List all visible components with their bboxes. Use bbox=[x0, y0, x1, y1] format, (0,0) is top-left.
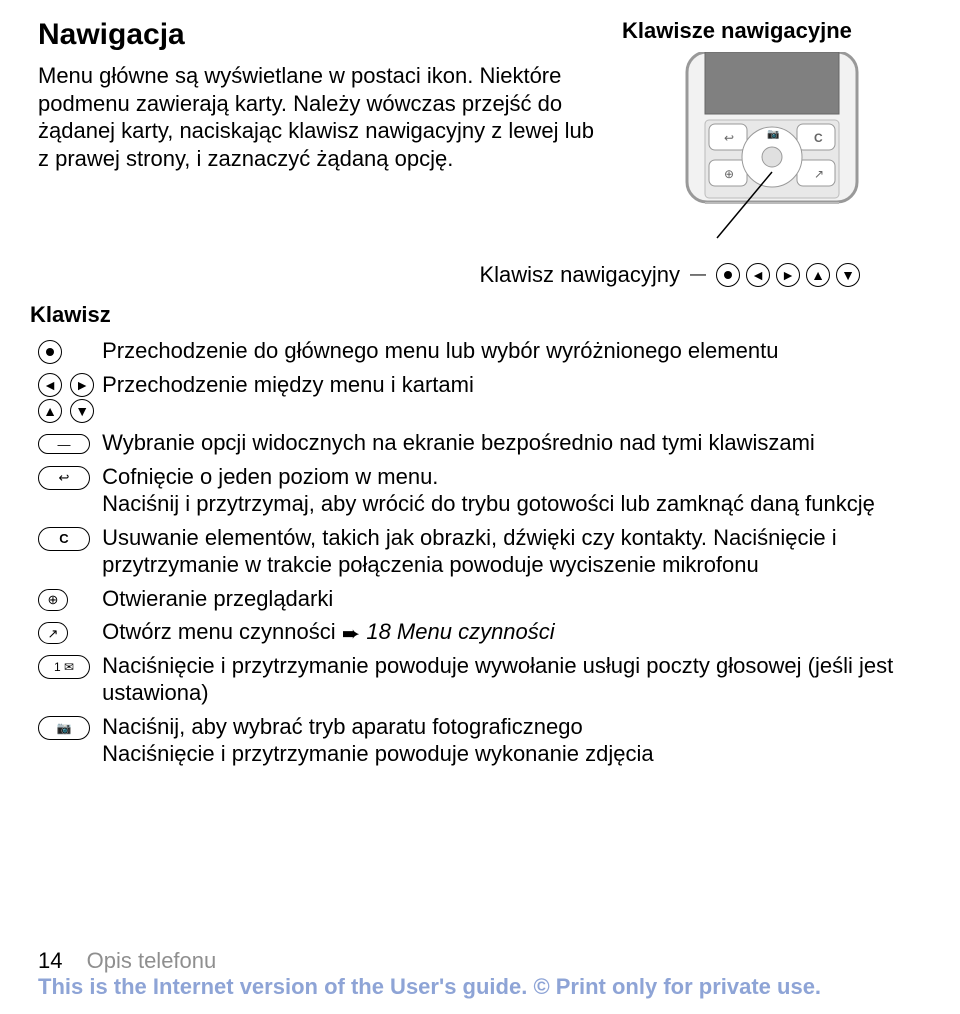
nav-up-icon: ▲ bbox=[806, 263, 830, 287]
table-row: 1 ✉ Naciśnięcie i przytrzymanie powoduje… bbox=[38, 649, 922, 710]
table-row: — Wybranie opcji widocznych na ekranie b… bbox=[38, 426, 922, 460]
svg-text:↩: ↩ bbox=[724, 131, 734, 145]
row-text: Przechodzenie między menu i kartami bbox=[102, 368, 922, 427]
row-text: Usuwanie elementów, takich jak obrazki, … bbox=[102, 521, 922, 582]
table-row: ⊕ Otwieranie przeglądarki bbox=[38, 582, 922, 616]
table-row: 📷 Naciśnij, aby wybrać tryb aparatu foto… bbox=[38, 710, 922, 771]
table-row: ↗ Otwórz menu czynności ➨ 18 Menu czynno… bbox=[38, 615, 922, 649]
row-text: Wybranie opcji widocznych na ekranie bez… bbox=[102, 426, 922, 460]
section-heading: Klawisz bbox=[30, 302, 922, 328]
row-text: Cofnięcie o jeden poziom w menu. Naciśni… bbox=[102, 460, 922, 521]
row7-link: 18 Menu czynności bbox=[366, 619, 554, 644]
row7-part1: Otwórz menu czynności bbox=[102, 619, 336, 644]
nav-center-icon bbox=[716, 263, 740, 287]
table-row: ↩ Cofnięcie o jeden poziom w menu. Naciś… bbox=[38, 460, 922, 521]
nav-key-caption-text: Klawisz nawigacyjny bbox=[479, 262, 680, 288]
svg-text:📷: 📷 bbox=[767, 129, 779, 140]
table-row: ◄ ► ▲ ▼ Przechodzenie między menu i kart… bbox=[38, 368, 922, 427]
voicemail-key-icon: 1 ✉ bbox=[38, 655, 90, 679]
row-text: Naciśnij, aby wybrać tryb aparatu fotogr… bbox=[102, 710, 922, 771]
nav-left-icon: ◄ bbox=[746, 263, 770, 287]
breadcrumb: Opis telefonu bbox=[87, 948, 217, 973]
svg-text:↗: ↗ bbox=[814, 167, 824, 181]
page-title: Nawigacja bbox=[38, 18, 598, 52]
svg-text:C: C bbox=[814, 131, 823, 145]
page-footer: 14 Opis telefonu This is the Internet ve… bbox=[38, 948, 922, 1000]
nav-key-caption: Klawisz nawigacyjny — ◄ ► ▲ ▼ bbox=[38, 262, 922, 288]
c-key-icon: C bbox=[38, 527, 90, 551]
activity-key-icon: ↗ bbox=[38, 622, 68, 644]
back-key-icon: ↩ bbox=[38, 466, 90, 490]
row-text: Otwieranie przeglądarki bbox=[102, 582, 922, 616]
row-text: Otwórz menu czynności ➨ 18 Menu czynnośc… bbox=[102, 615, 922, 649]
table-row: Przechodzenie do głównego menu lub wybór… bbox=[38, 334, 922, 368]
up-key-icon: ▲ bbox=[38, 399, 62, 423]
phone-illustration: ↩ C ⊕ ↗ 📷 bbox=[622, 52, 922, 242]
link-arrow-icon: ➨ bbox=[342, 620, 360, 648]
right-key-icon: ► bbox=[70, 373, 94, 397]
table-row: C Usuwanie elementów, takich jak obrazki… bbox=[38, 521, 922, 582]
down-key-icon: ▼ bbox=[70, 399, 94, 423]
svg-text:⊕: ⊕ bbox=[724, 167, 734, 181]
softkey-icon: — bbox=[38, 434, 90, 454]
left-key-icon: ◄ bbox=[38, 373, 62, 397]
camera-key-icon: 📷 bbox=[38, 716, 90, 740]
row-text: Naciśnięcie i przytrzymanie powoduje wyw… bbox=[102, 649, 922, 710]
center-key-icon bbox=[38, 340, 62, 364]
right-column-title: Klawisze nawigacyjne bbox=[622, 18, 922, 44]
intro-paragraph: Menu główne są wyświetlane w postaci iko… bbox=[38, 62, 598, 172]
nav-down-icon: ▼ bbox=[836, 263, 860, 287]
key-table: Przechodzenie do głównego menu lub wybór… bbox=[38, 334, 922, 771]
nav-right-icon: ► bbox=[776, 263, 800, 287]
row-text: Przechodzenie do głównego menu lub wybór… bbox=[102, 334, 922, 368]
footer-note: This is the Internet version of the User… bbox=[38, 974, 922, 1000]
page-number: 14 bbox=[38, 948, 62, 973]
globe-key-icon: ⊕ bbox=[38, 589, 68, 611]
